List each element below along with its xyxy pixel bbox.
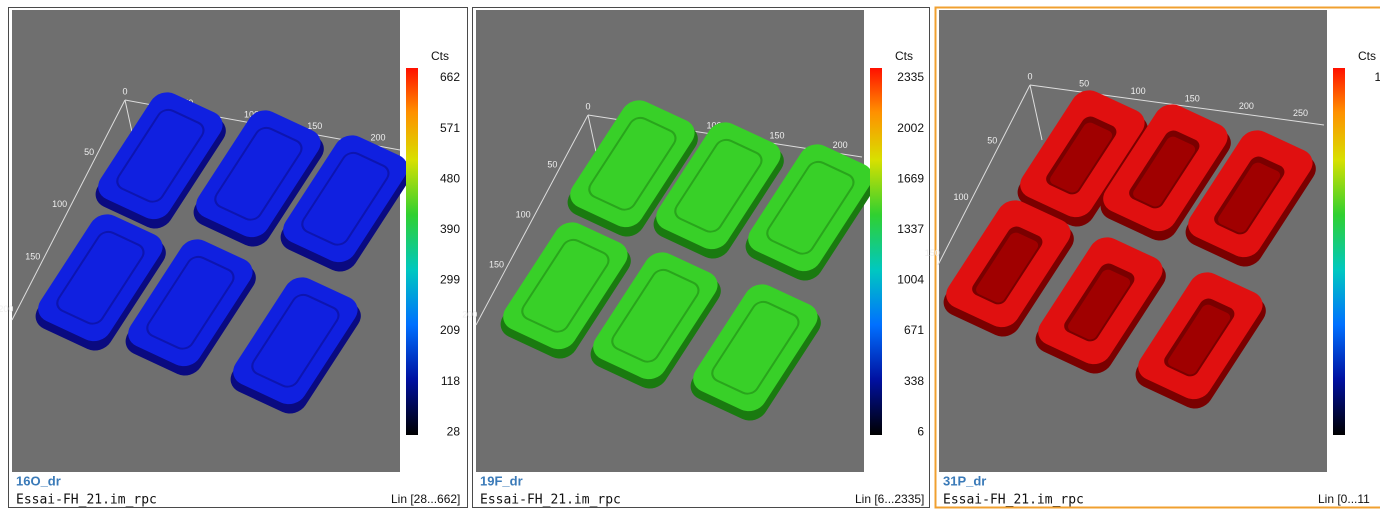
file-name: Essai-FH_21.im_rpc <box>480 493 621 508</box>
colorbar <box>406 68 418 435</box>
axis-y-label: 200 <box>462 309 477 319</box>
colorbar <box>870 68 882 435</box>
colorbar-tick-label: 662 <box>440 70 460 84</box>
scale-label: Lin [6...2335] <box>855 492 924 506</box>
axis-x-label: 250 <box>1293 108 1308 118</box>
colorbar-tick-label: 2002 <box>897 121 924 135</box>
axis-y-label: 200 <box>0 304 13 314</box>
axis-y-label: 150 <box>25 252 40 262</box>
axis-y-label: 150 <box>925 248 940 258</box>
axis-x-label: 50 <box>1079 79 1089 89</box>
axis-x-label: 0 <box>1027 71 1032 81</box>
colorbar-tick-label: 1337 <box>897 222 924 236</box>
axis-x-label: 0 <box>585 101 590 111</box>
axis-y-label: 50 <box>84 147 94 157</box>
image-name: 19F_dr <box>480 473 523 488</box>
colorbar-tick-label: 671 <box>904 323 924 337</box>
colorbar-tick-label: 299 <box>440 273 460 287</box>
colorbar-tick-label: 118 <box>441 374 460 388</box>
scale-label: Lin [0...11 <box>1318 492 1370 506</box>
axis-x-label: 150 <box>1185 93 1200 103</box>
colorbar-tick-label: 390 <box>440 222 460 236</box>
axis-y-label: 150 <box>489 259 504 269</box>
colorbar-tick-label: 1669 <box>897 171 924 185</box>
colorbar <box>1333 68 1345 435</box>
scale-label: Lin [28...662] <box>391 492 460 506</box>
colorbar-tick-label: 1004 <box>897 273 924 287</box>
axis-x-label: 150 <box>770 130 785 140</box>
image-name: 31P_dr <box>943 473 986 488</box>
colorbar-tick-label: 2335 <box>897 70 924 84</box>
axis-y-label: 100 <box>52 199 67 209</box>
colorbar-unit: Cts <box>895 49 913 63</box>
colorbar-tick-label: 480 <box>440 171 460 185</box>
colorbar-tick-label: 11 <box>1375 70 1380 84</box>
colorbar-tick-label: 571 <box>440 121 460 135</box>
axis-y-label: 100 <box>516 209 531 219</box>
axis-x-label: 200 <box>370 132 385 142</box>
file-name: Essai-FH_21.im_rpc <box>16 493 157 508</box>
viewer: 05010015020050100150200ZCts6625714803902… <box>0 0 1380 509</box>
axis-y-label: 100 <box>953 192 968 202</box>
colorbar-tick-label: 209 <box>440 323 460 337</box>
axis-x-label: 200 <box>833 140 848 150</box>
colorbar-tick-label: 338 <box>904 374 924 388</box>
image-name: 16O_dr <box>16 473 61 488</box>
colorbar-unit: Cts <box>431 49 449 63</box>
axis-x-label: 100 <box>1131 86 1146 96</box>
axis-y-label: 50 <box>547 159 557 169</box>
axis-y-label: 50 <box>987 136 997 146</box>
colorbar-tick-label: 6 <box>917 424 924 438</box>
file-name: Essai-FH_21.im_rpc <box>943 493 1084 508</box>
axis-x-label: 0 <box>122 86 127 96</box>
colorbar-tick-label: 28 <box>447 424 461 438</box>
axis-x-label: 200 <box>1239 101 1254 111</box>
colorbar-unit: Cts <box>1358 49 1376 63</box>
